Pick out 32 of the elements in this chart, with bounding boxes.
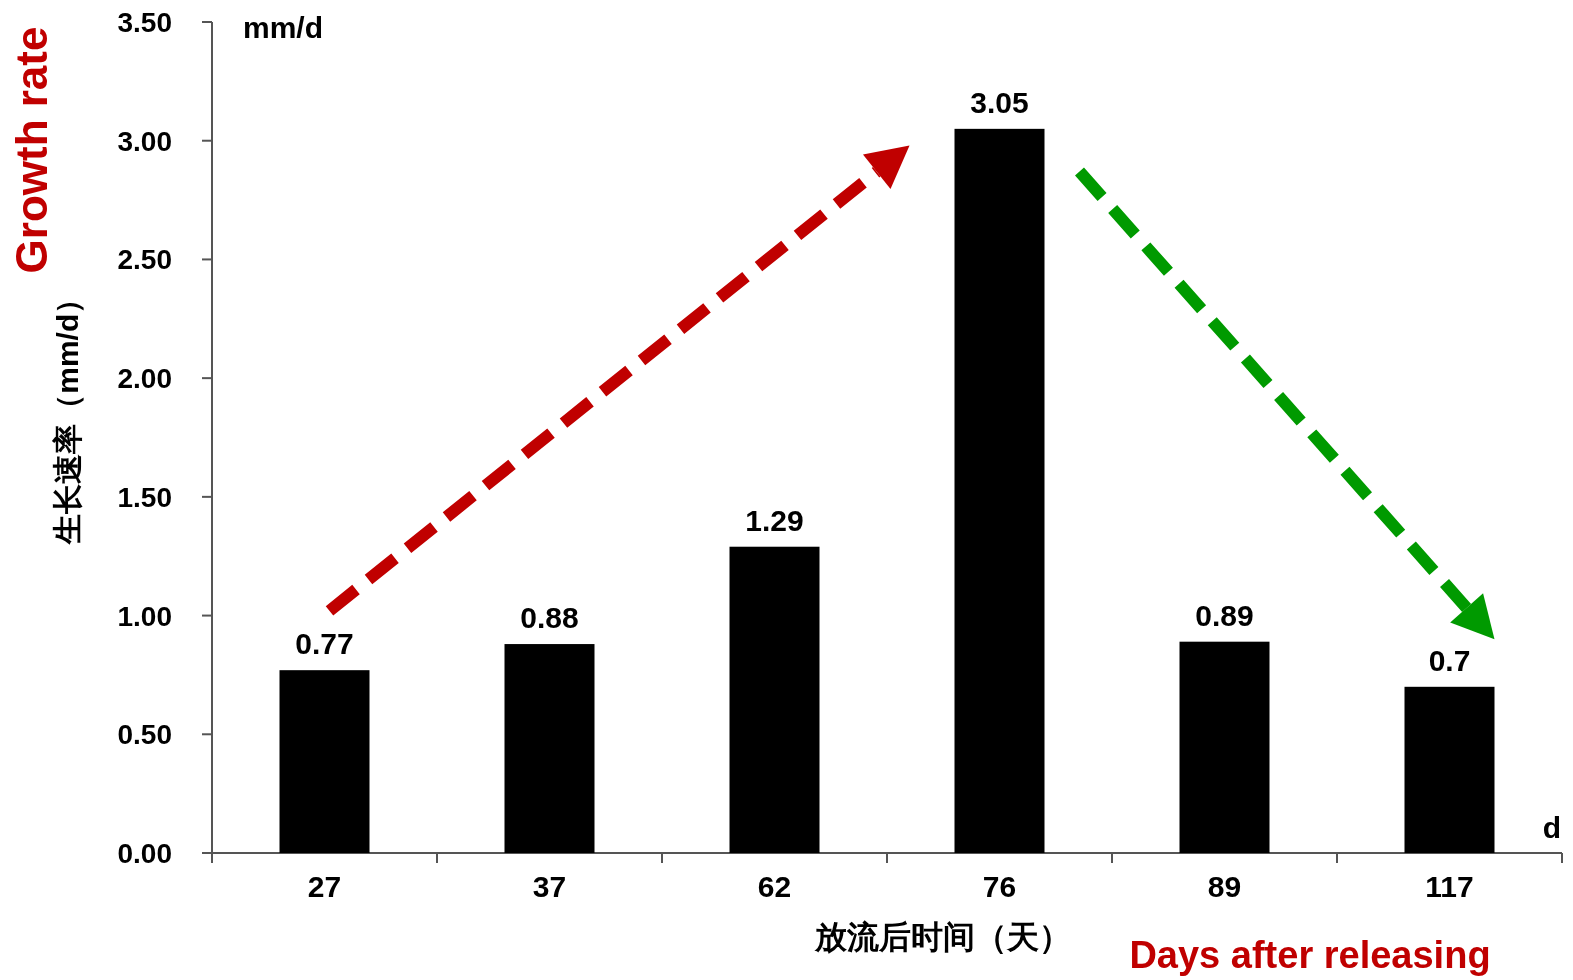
data-label: 0.88	[520, 601, 579, 635]
y-tick-label: 1.50	[117, 481, 172, 513]
annotation: d	[1542, 811, 1562, 844]
annotation: mm/d	[243, 11, 324, 44]
y-tick-label: 0.50	[117, 719, 172, 751]
y-tick-label: 0.00	[117, 838, 172, 869]
y-tick-label: 2.00	[117, 363, 172, 395]
y-axis-title: 生长速率（mm/d）	[51, 283, 84, 545]
data-label: 1.29	[745, 503, 804, 537]
text: Growth rate	[7, 26, 56, 274]
y-tick-label: 2.50	[117, 244, 172, 276]
bar	[1179, 641, 1270, 853]
bar	[729, 546, 820, 853]
x-tick-label: 89	[1207, 870, 1242, 903]
x-tick-label: 27	[307, 870, 342, 903]
x-tick-label: 62	[757, 870, 792, 903]
bar	[504, 644, 595, 853]
x-tick-label: 37	[532, 870, 567, 903]
y-tick-label: 3.00	[117, 125, 172, 157]
x-tick-label: 76	[982, 870, 1017, 903]
y-tick-label: 3.50	[117, 7, 172, 38]
bar	[954, 128, 1045, 853]
bar	[1404, 686, 1495, 853]
bar	[279, 670, 370, 853]
x-axis-title: 放流后时间（天）	[814, 919, 1072, 955]
data-label: 3.05	[970, 85, 1029, 119]
x-tick-label: 117	[1425, 870, 1474, 903]
data-label: 0.89	[1195, 598, 1254, 632]
text: Days after releasing	[1129, 934, 1491, 976]
y-tick-label: 1.00	[117, 600, 172, 632]
data-label: 0.7	[1428, 643, 1471, 677]
data-label: 0.77	[295, 627, 354, 661]
